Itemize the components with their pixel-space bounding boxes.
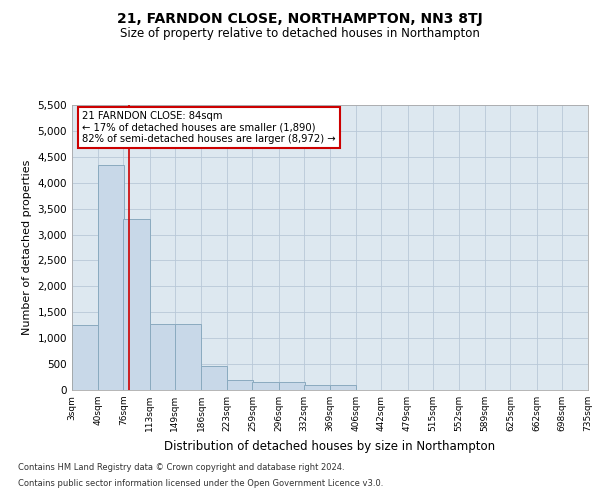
Text: 21 FARNDON CLOSE: 84sqm
← 17% of detached houses are smaller (1,890)
82% of semi: 21 FARNDON CLOSE: 84sqm ← 17% of detache… <box>82 110 336 144</box>
Bar <box>124 219 149 390</box>
Bar <box>278 382 305 390</box>
Text: Contains HM Land Registry data © Crown copyright and database right 2024.: Contains HM Land Registry data © Crown c… <box>18 464 344 472</box>
Text: 21, FARNDON CLOSE, NORTHAMPTON, NN3 8TJ: 21, FARNDON CLOSE, NORTHAMPTON, NN3 8TJ <box>117 12 483 26</box>
Text: Size of property relative to detached houses in Northampton: Size of property relative to detached ho… <box>120 28 480 40</box>
Bar <box>201 366 227 390</box>
Bar <box>149 324 176 390</box>
X-axis label: Distribution of detached houses by size in Northampton: Distribution of detached houses by size … <box>164 440 496 452</box>
Text: Contains public sector information licensed under the Open Government Licence v3: Contains public sector information licen… <box>18 478 383 488</box>
Bar <box>175 324 201 390</box>
Bar <box>72 325 98 390</box>
Bar <box>330 385 356 390</box>
Bar <box>98 164 124 390</box>
Bar <box>227 380 253 390</box>
Bar <box>304 385 330 390</box>
Bar <box>253 382 278 390</box>
Y-axis label: Number of detached properties: Number of detached properties <box>22 160 32 335</box>
